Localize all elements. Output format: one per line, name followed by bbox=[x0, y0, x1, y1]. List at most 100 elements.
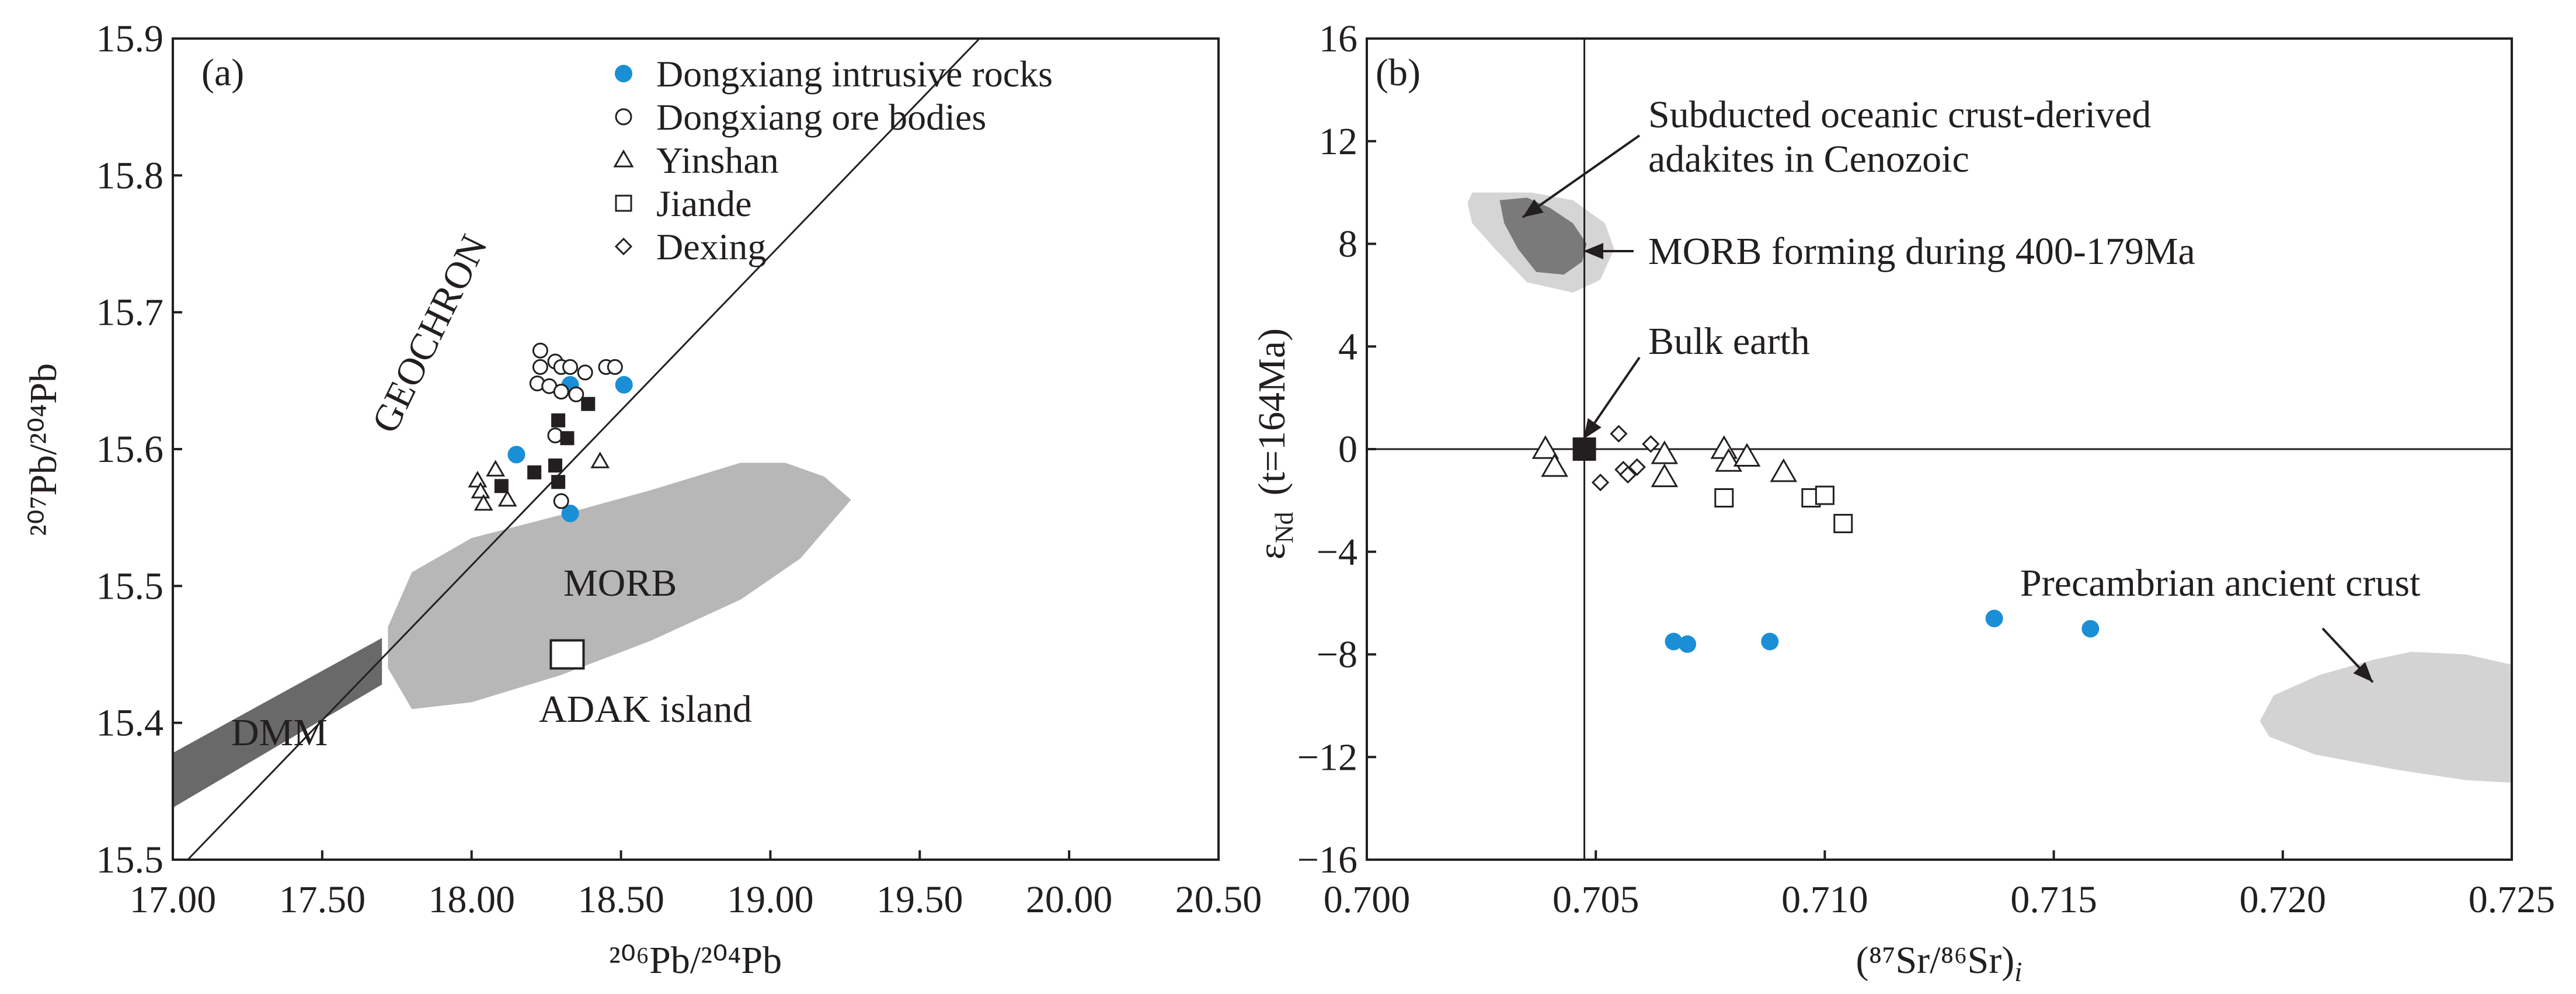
panel-a-point-s3-5 bbox=[590, 451, 610, 468]
panel-b-point-s1-1 bbox=[1541, 453, 1568, 477]
panel-b-x-tick-label: 0.710 bbox=[1781, 878, 1868, 921]
panel-b-point-s2-3 bbox=[1833, 513, 1853, 533]
adakites-label-line-2: adakites in Cenozoic bbox=[1648, 138, 1969, 180]
legend-label-2: Yinshan bbox=[656, 140, 779, 181]
panel-a-y-tick-label: 15.6 bbox=[96, 428, 164, 471]
panel-b-y-tick-label: 4 bbox=[1338, 325, 1357, 368]
panel-a-point-s1-12 bbox=[547, 428, 563, 444]
panel-b-y-tick-label: 0 bbox=[1338, 428, 1357, 471]
panel-a-point-s2-6 bbox=[581, 397, 596, 411]
adak-island-label: ADAK island bbox=[539, 688, 752, 731]
legend-marker-0 bbox=[615, 65, 632, 82]
panel-b-x-tick-label: 0.725 bbox=[2469, 878, 2556, 921]
morb-region-label: MORB bbox=[563, 562, 677, 604]
panel-a-point-s2-2 bbox=[548, 458, 562, 473]
panel-a-x-tick-label: 20.50 bbox=[1175, 878, 1262, 921]
dmm-region bbox=[173, 638, 382, 808]
panel-a-y-tick-label: 15.5 bbox=[96, 565, 164, 607]
panel-a-point-s1-9 bbox=[577, 364, 593, 381]
panel-b-y-tick-label: −16 bbox=[1297, 839, 1357, 881]
panel-b-y-tick-label: 12 bbox=[1319, 120, 1357, 163]
panel-b-point-s0-4 bbox=[2081, 620, 2100, 638]
panel-a-label: (a) bbox=[201, 51, 244, 94]
panel-a-point-s2-1 bbox=[527, 465, 542, 479]
panel-b-point-s3-1 bbox=[1610, 425, 1628, 443]
panel-b-label: (b) bbox=[1376, 51, 1421, 94]
legend-label-1: Dongxiang ore bodies bbox=[656, 96, 986, 138]
panel-b-point-s3-4 bbox=[1628, 458, 1646, 476]
precambrian-arrow-head bbox=[2353, 662, 2373, 682]
panel-b-y-tick-label: −12 bbox=[1297, 736, 1357, 778]
adakites-arrow-head bbox=[1523, 199, 1544, 217]
geochron-line bbox=[187, 37, 980, 861]
panel-b-point-s2-0 bbox=[1714, 488, 1734, 508]
precambrian-field bbox=[2260, 652, 2512, 783]
bulk-earth-annotation: Bulk earth bbox=[1648, 320, 1810, 363]
panel-b-point-s2-2 bbox=[1815, 485, 1834, 505]
panel-a-x-tick-label: 19.50 bbox=[876, 878, 963, 921]
legend-marker-4 bbox=[614, 237, 633, 256]
panel-a-x-tick-label: 18.00 bbox=[428, 878, 515, 921]
panel-b-point-s0-3 bbox=[1985, 609, 2003, 627]
panel-b-point-s1-7 bbox=[1770, 458, 1798, 482]
panel-b-point-s0-0 bbox=[1665, 632, 1683, 651]
panel-a-point-s1-13 bbox=[553, 493, 569, 509]
panel-b-y-tick-label: −4 bbox=[1317, 531, 1357, 574]
morb-region bbox=[388, 463, 851, 710]
panel-a-point-s2-5 bbox=[560, 431, 575, 446]
panel-a-point-s3-2 bbox=[474, 493, 493, 511]
panel-b-point-s1-3 bbox=[1651, 463, 1679, 488]
adak-island-marker bbox=[549, 639, 585, 670]
panel-b-x-tick-label: 0.705 bbox=[1552, 878, 1639, 921]
panel-a-y-tick-label: 15.5 bbox=[96, 839, 164, 881]
panel-a-point-s1-0 bbox=[532, 342, 548, 359]
panel-a-point-s1-11 bbox=[607, 359, 623, 375]
precambrian-annotation: Precambrian ancient crust bbox=[2020, 562, 2420, 604]
panel-b-x-tick-label: 0.715 bbox=[2010, 878, 2097, 921]
legend-label-0: Dongxiang intrusive rocks bbox=[656, 53, 1053, 95]
panel-b-point-s1-6 bbox=[1733, 443, 1761, 467]
panel-b-point-s1-0 bbox=[1531, 435, 1559, 459]
legend-marker-3 bbox=[615, 194, 632, 212]
panel-a-x-tick-label: 18.50 bbox=[577, 878, 664, 921]
panel-a-y-tick-label: 15.7 bbox=[96, 291, 164, 334]
panel-b: 0.700 0.705 0.710 0.715 0.720 0.725 −16 −12 −8 −4… bbox=[1251, 18, 2555, 988]
panel-a-x-tick-label: 17.00 bbox=[130, 878, 217, 921]
geochron-label: GEOCHRON bbox=[364, 228, 496, 440]
panel-a-point-s3-3 bbox=[486, 460, 506, 477]
panel-a-point-s1-2 bbox=[532, 359, 548, 375]
legend-label-4: Dexing bbox=[656, 226, 766, 267]
dmm-region-label: DMM bbox=[231, 711, 328, 754]
panel-a-y-tick-label: 15.9 bbox=[96, 18, 164, 60]
panel-a-x-label: ²⁰⁶Pb/²⁰⁴Pb bbox=[609, 939, 782, 982]
panel-a-x-tick-label: 20.00 bbox=[1026, 878, 1113, 921]
morb-annotation: MORB forming during 400-179Ma bbox=[1648, 230, 2195, 273]
adakites-label-line-1: Subducted oceanic crust-derived bbox=[1648, 93, 2151, 136]
panel-b-point-s1-2 bbox=[1651, 440, 1679, 464]
panel-a-point-s1-8 bbox=[568, 386, 584, 402]
panel-a-point-s1-6 bbox=[562, 359, 579, 375]
morb-arrow-head bbox=[1583, 243, 1603, 259]
panel-b-point-s3-5 bbox=[1642, 435, 1660, 453]
legend-marker-1 bbox=[615, 108, 632, 126]
bulk-earth-arrow-head bbox=[1583, 418, 1602, 439]
panel-b-point-s3-0 bbox=[1591, 473, 1610, 492]
panel-a-point-s0-0 bbox=[507, 446, 525, 464]
panel-a-y-tick-label: 15.4 bbox=[96, 702, 164, 745]
panel-b-point-s3-3 bbox=[1618, 465, 1637, 484]
panel-b-x-label: (⁸⁷Sr/⁸⁶Sr)i bbox=[1856, 939, 2022, 988]
panel-a-point-s2-3 bbox=[551, 475, 566, 489]
panel-a-x-tick-label: 17.50 bbox=[279, 878, 366, 921]
panel-a-point-s3-1 bbox=[471, 481, 490, 499]
adakites-arrow bbox=[1522, 134, 1641, 218]
panel-a-point-s3-0 bbox=[468, 471, 488, 488]
panel-a: 17.00 17.50 18.00 18.50 19.00 19.50 20.00 20.50… bbox=[22, 18, 1262, 982]
legend-label-3: Jiande bbox=[656, 183, 752, 224]
panel-a-point-s2-0 bbox=[494, 479, 509, 493]
panel-a-point-s1-7 bbox=[553, 384, 569, 400]
panel-a-point-s3-4 bbox=[497, 489, 517, 507]
panel-b-x-tick-label: 0.700 bbox=[1324, 878, 1411, 921]
panel-a-y-label: ²⁰⁷Pb/²⁰⁴Pb bbox=[22, 363, 65, 536]
panel-b-y-tick-label: 16 bbox=[1319, 18, 1357, 60]
panel-b-point-s0-1 bbox=[1679, 635, 1697, 653]
